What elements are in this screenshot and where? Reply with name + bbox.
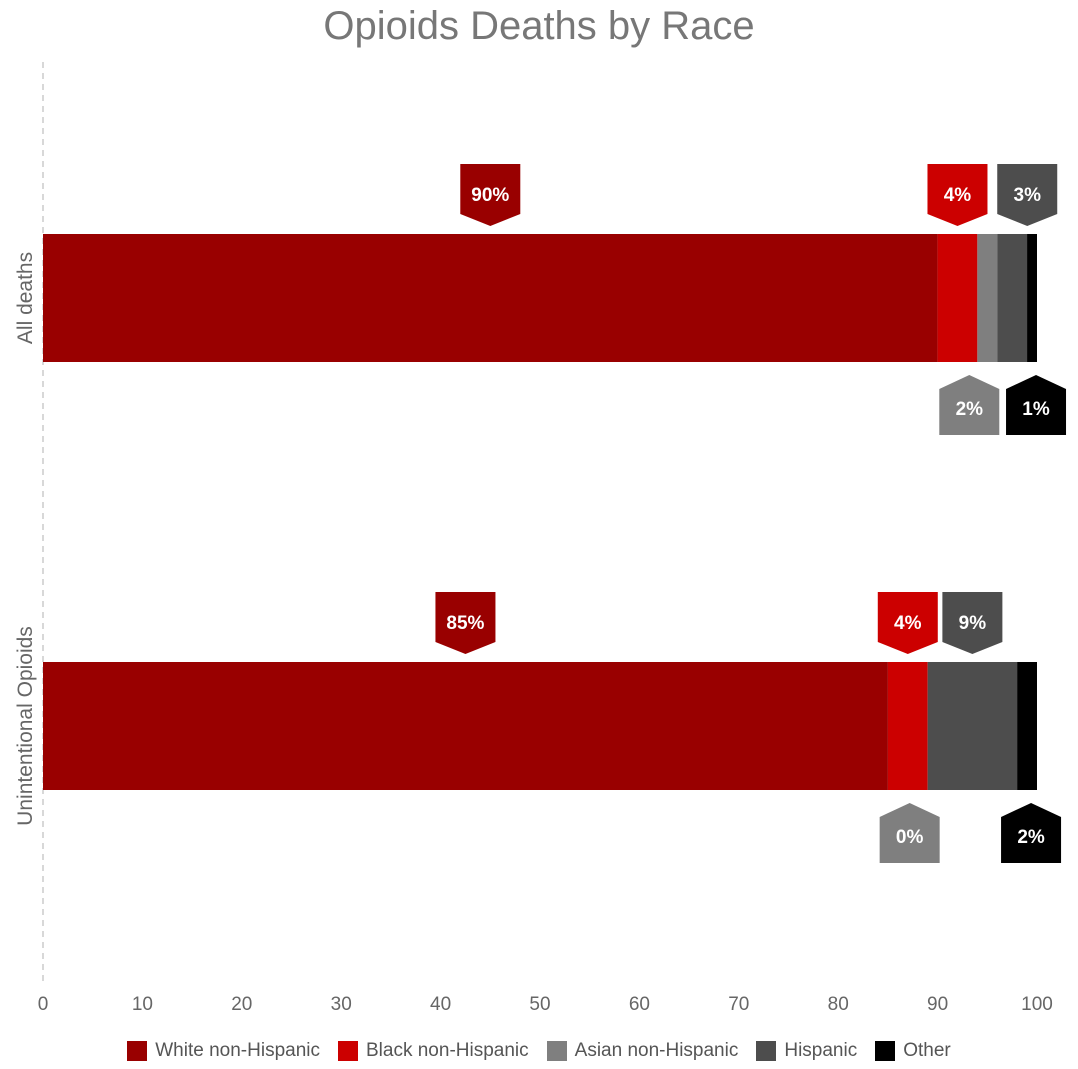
bar-segment bbox=[927, 662, 1018, 790]
legend-item[interactable]: Other bbox=[875, 1040, 951, 1062]
legend-item[interactable]: Hispanic bbox=[756, 1040, 857, 1062]
x-tick-label: 80 bbox=[828, 994, 849, 1015]
bar-segment bbox=[43, 662, 888, 790]
x-tick-label: 0 bbox=[38, 994, 49, 1015]
legend-swatch bbox=[875, 1041, 896, 1061]
data-label-callout bbox=[879, 803, 940, 863]
legend-label: Other bbox=[903, 1040, 951, 1061]
bar-segment bbox=[977, 234, 998, 362]
bar-segment bbox=[43, 234, 938, 362]
data-label-callout bbox=[877, 592, 938, 654]
legend-item[interactable]: Black non-Hispanic bbox=[338, 1040, 529, 1062]
data-label-callout bbox=[1001, 803, 1062, 863]
data-label: 3% bbox=[1014, 185, 1042, 206]
chart-title: Opioids Deaths by Race bbox=[323, 4, 755, 48]
legend-swatch bbox=[756, 1041, 777, 1061]
x-tick-label: 30 bbox=[331, 994, 352, 1015]
legend: White non-Hispanic Black non-Hispanic Asia… bbox=[0, 1040, 1078, 1062]
data-label: 4% bbox=[944, 185, 972, 206]
data-label-callout bbox=[942, 592, 1003, 654]
bar-segment bbox=[1027, 234, 1037, 362]
data-label: 1% bbox=[1022, 399, 1050, 420]
bar-segment bbox=[937, 234, 978, 362]
legend-swatch bbox=[127, 1041, 148, 1061]
x-tick-label: 70 bbox=[728, 994, 749, 1015]
data-label-callout bbox=[927, 164, 988, 226]
stacked-bar-chart: 0 10 20 30 40 50 60 70 80 90 100 All deaths Unintent… bbox=[14, 62, 1067, 1015]
data-label: 9% bbox=[959, 613, 987, 634]
legend-label: Hispanic bbox=[784, 1040, 858, 1061]
legend-label: Asian non-Hispanic bbox=[574, 1040, 739, 1061]
x-tick-label: 20 bbox=[231, 994, 252, 1015]
x-tick-label: 40 bbox=[430, 994, 451, 1015]
x-tick-label: 50 bbox=[529, 994, 550, 1015]
bar-segment bbox=[997, 234, 1028, 362]
data-label-callout bbox=[939, 375, 1000, 435]
data-label-callout bbox=[997, 164, 1058, 226]
legend-item[interactable]: Asian non-Hispanic bbox=[546, 1040, 739, 1062]
data-label: 85% bbox=[446, 613, 484, 634]
legend-label: Black non-Hispanic bbox=[366, 1040, 529, 1061]
data-label-callout bbox=[460, 164, 521, 226]
bar-segment bbox=[887, 662, 928, 790]
data-label: 4% bbox=[894, 613, 922, 634]
data-label: 2% bbox=[956, 399, 984, 420]
x-tick-label: 90 bbox=[927, 994, 948, 1015]
x-tick-label: 60 bbox=[629, 994, 650, 1015]
data-label: 90% bbox=[471, 185, 509, 206]
bar-segment bbox=[1017, 662, 1037, 790]
data-label: 2% bbox=[1017, 827, 1045, 848]
legend-label: White non-Hispanic bbox=[155, 1040, 320, 1061]
x-tick-label: 100 bbox=[1021, 994, 1053, 1015]
data-label: 0% bbox=[896, 827, 924, 848]
legend-item[interactable]: White non-Hispanic bbox=[127, 1040, 320, 1062]
category-label: Unintentional Opioids bbox=[14, 626, 37, 826]
legend-swatch bbox=[338, 1041, 358, 1061]
data-label-callout bbox=[1006, 375, 1067, 435]
x-tick-label: 10 bbox=[132, 994, 153, 1015]
category-label: All deaths bbox=[14, 252, 37, 344]
legend-swatch bbox=[546, 1041, 567, 1061]
data-label-callout bbox=[435, 592, 496, 654]
